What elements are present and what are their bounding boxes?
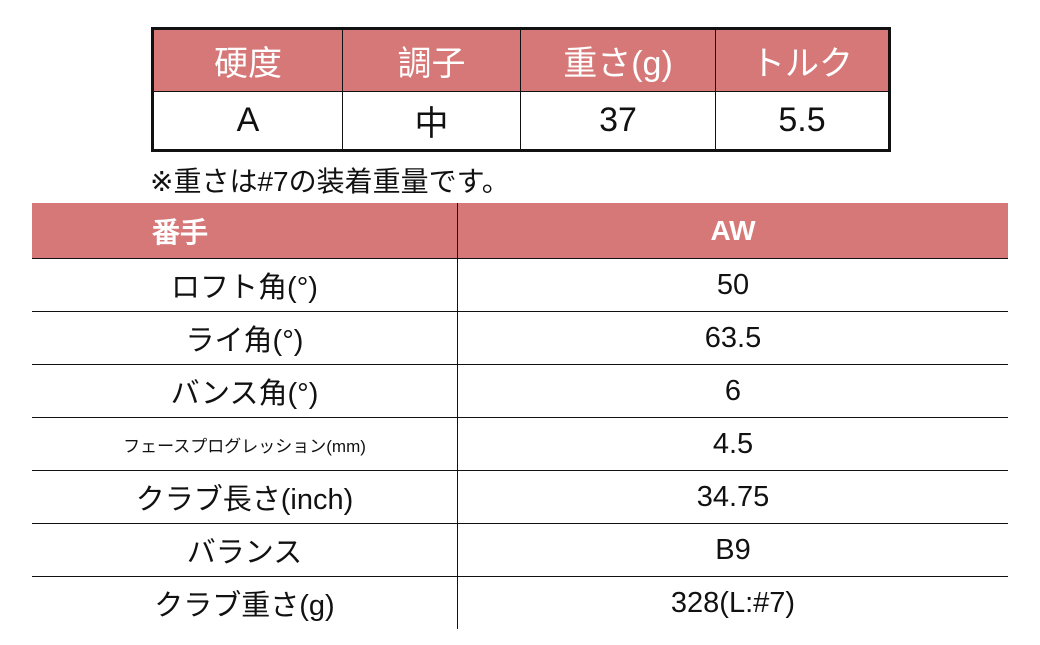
weight-note: ※重さは#7の装着重量です。 bbox=[150, 166, 510, 197]
table-row: バランス B9 bbox=[32, 523, 1008, 577]
table-row: ライ角(°) 63.5 bbox=[32, 311, 1008, 365]
row-label: クラブ重さ(g) bbox=[32, 576, 458, 629]
value-kick-point: 中 bbox=[342, 91, 521, 151]
row-label: ロフト角(°) bbox=[32, 258, 458, 312]
row-value: 63.5 bbox=[457, 311, 1008, 365]
shaft-value-row: A 中 37 5.5 bbox=[152, 91, 890, 151]
header-torque: トルク bbox=[715, 28, 890, 92]
header-kick-point: 調子 bbox=[342, 28, 521, 92]
value-weight: 37 bbox=[520, 91, 716, 151]
table-row: クラブ重さ(g) 328(L:#7) bbox=[32, 576, 1008, 629]
row-value: 34.75 bbox=[457, 470, 1008, 524]
row-label: バランス bbox=[32, 523, 458, 577]
header-weight: 重さ(g) bbox=[520, 28, 716, 92]
table-row: ロフト角(°) 50 bbox=[32, 258, 1008, 312]
row-label: バンス角(°) bbox=[32, 364, 458, 418]
row-value: 328(L:#7) bbox=[670, 586, 796, 619]
value-hardness: A bbox=[152, 91, 343, 151]
row-value: 4.5 bbox=[457, 417, 1008, 471]
row-label: ライ角(°) bbox=[32, 311, 458, 365]
shaft-header-row: 硬度 調子 重さ(g) トルク bbox=[152, 28, 890, 92]
header-aw: AW bbox=[457, 203, 1008, 259]
row-value: B9 bbox=[457, 523, 1008, 577]
table-row: クラブ長さ(inch) 34.75 bbox=[32, 470, 1008, 524]
club-spec-table: 番手 AW ロフト角(°) 50 ライ角(°) 63.5 バンス角(°) 6 フェース… bbox=[32, 203, 1008, 629]
value-torque: 5.5 bbox=[715, 91, 890, 151]
row-value: 6 bbox=[457, 364, 1008, 418]
spec-header-row: 番手 AW bbox=[32, 203, 1008, 259]
table-row: フェースプログレッション(mm) 4.5 bbox=[32, 417, 1008, 471]
shaft-spec-table: 硬度 調子 重さ(g) トルク A 中 37 5.5 bbox=[151, 27, 891, 152]
header-club-number: 番手 bbox=[32, 203, 458, 259]
row-label: クラブ長さ(inch) bbox=[32, 470, 458, 524]
row-value: 50 bbox=[457, 258, 1008, 312]
table-row: バンス角(°) 6 bbox=[32, 364, 1008, 418]
header-hardness: 硬度 bbox=[152, 28, 343, 92]
row-label: フェースプログレッション(mm) bbox=[32, 417, 458, 471]
